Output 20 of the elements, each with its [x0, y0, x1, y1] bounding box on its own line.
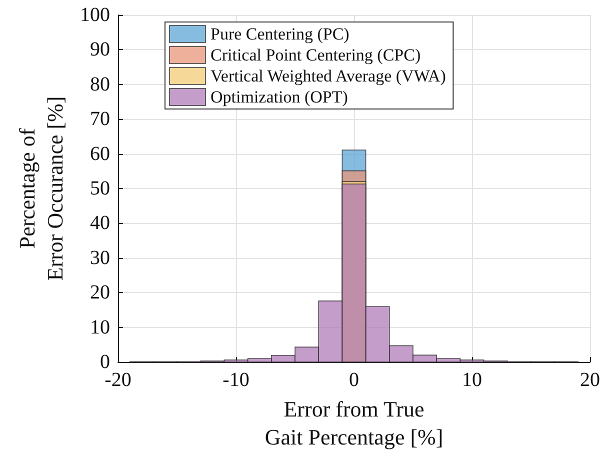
- y-tick-label: 20: [90, 282, 110, 304]
- y-tick-label: 10: [90, 316, 110, 338]
- legend-label: Vertical Weighted Average (VWA): [210, 66, 446, 86]
- legend-label: Critical Point Centering (CPC): [210, 46, 421, 64]
- y-tick-label: 40: [90, 212, 110, 234]
- y-axis-title: Percentage of Error Occurance [%]: [14, 96, 68, 281]
- x-tick-label: 0: [349, 369, 359, 391]
- x-axis-title: Error from True Gait Percentage [%]: [264, 396, 444, 450]
- legend-label: Pure Centering (PC): [210, 24, 350, 44]
- y-tick-label: 60: [90, 142, 110, 165]
- y-tick-label: 90: [90, 38, 110, 61]
- y-tick-label: 100: [80, 4, 110, 26]
- y-tick-label: 80: [90, 73, 110, 96]
- y-tick-label: 70: [90, 108, 110, 130]
- y-tick-label: 50: [90, 178, 110, 200]
- y-tick-label: 30: [90, 246, 110, 269]
- x-tick-label: 20: [580, 369, 600, 391]
- x-tick-label: -10: [222, 369, 250, 391]
- x-tick-label: 10: [462, 369, 482, 391]
- legend-label: Optimization (OPT): [210, 88, 348, 106]
